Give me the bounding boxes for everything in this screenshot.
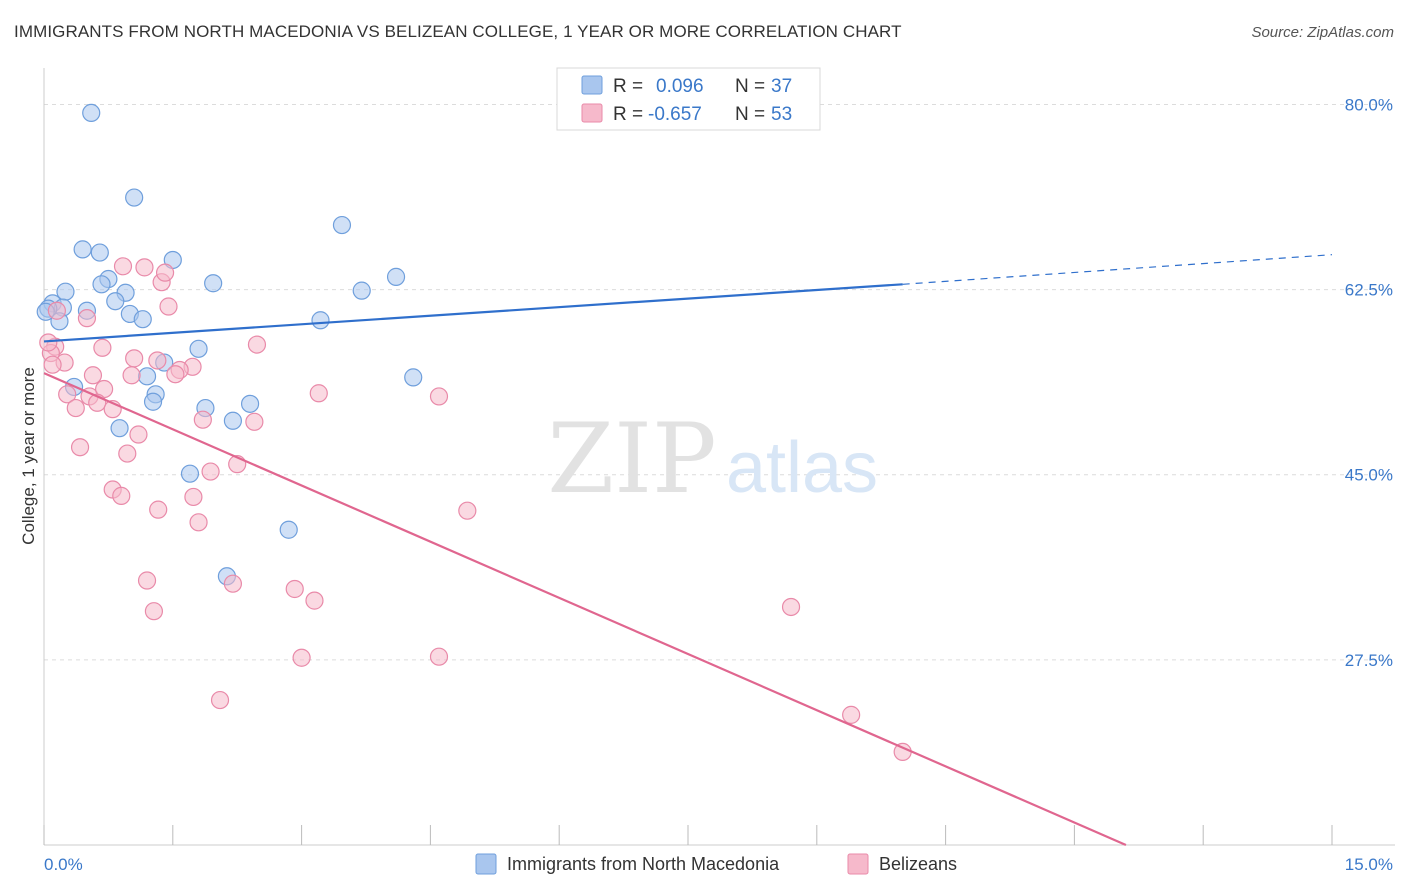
point-series-0-24 xyxy=(137,367,157,386)
legend-n-label-1: N = xyxy=(735,76,765,97)
point-series-1-45 xyxy=(781,597,801,617)
chart-source: Source: ZipAtlas.com xyxy=(1251,24,1394,41)
legend-r-label-1: R = xyxy=(613,76,643,97)
point-series-1-19 xyxy=(122,366,141,385)
point-series-0-12 xyxy=(386,267,406,286)
trend-line-0 xyxy=(43,283,903,343)
point-series-1-34 xyxy=(201,462,220,481)
trend-lines xyxy=(43,254,1333,847)
point-series-1-47 xyxy=(292,648,311,667)
point-series-1-24 xyxy=(429,387,449,406)
point-series-1-10 xyxy=(125,349,144,368)
point-series-1-26 xyxy=(66,398,85,418)
point-series-1-5 xyxy=(155,263,175,282)
legend-r-label-2: R = xyxy=(613,104,643,125)
axes xyxy=(43,68,1395,846)
point-series-1-8 xyxy=(93,338,112,357)
legend-bottom-label-2: Belizeans xyxy=(879,854,957,874)
chart-title: IMMIGRANTS FROM NORTH MACEDONIA VS BELIZ… xyxy=(14,22,902,41)
y-axis-label: College, 1 year or more xyxy=(19,367,38,545)
x-tick-label-0: 0.0% xyxy=(44,855,83,874)
point-series-1-11 xyxy=(148,351,167,370)
x-tick-label-1: 15.0% xyxy=(1345,855,1393,874)
point-series-1-50 xyxy=(842,705,861,724)
point-series-1-31 xyxy=(70,438,90,457)
point-series-0-29 xyxy=(240,394,260,413)
point-series-1-14 xyxy=(43,355,62,374)
point-series-1-46 xyxy=(144,602,164,621)
point-series-0-2 xyxy=(73,240,92,259)
point-series-0-0 xyxy=(82,103,101,123)
grid-lines xyxy=(44,103,1395,661)
trend-line-dashed-0 xyxy=(902,254,1333,285)
point-series-1-52 xyxy=(39,333,58,352)
trend-line-1 xyxy=(43,372,1127,847)
point-series-1-6 xyxy=(159,297,178,316)
point-series-0-8 xyxy=(92,275,111,294)
point-series-0-10 xyxy=(204,274,223,293)
point-series-1-41 xyxy=(137,571,157,590)
watermark-atlas: atlas xyxy=(726,428,878,508)
point-series-1-17 xyxy=(166,365,185,384)
point-series-1-2 xyxy=(135,258,154,277)
point-series-1-49 xyxy=(210,690,230,710)
legend-bottom: Immigrants from North Macedonia Belizean… xyxy=(475,853,957,875)
point-series-1-43 xyxy=(285,579,304,599)
legend-n-label-2: N = xyxy=(735,104,765,125)
y-tick-label-3: 27.5% xyxy=(1345,651,1393,670)
point-series-0-11 xyxy=(352,281,371,300)
point-series-0-25 xyxy=(404,368,423,387)
point-series-1-38 xyxy=(149,500,168,519)
point-series-1-28 xyxy=(193,410,212,429)
y-tick-label-2: 45.0% xyxy=(1345,466,1393,485)
y-tick-label-0: 80.0% xyxy=(1345,95,1393,114)
point-series-0-33 xyxy=(180,464,200,483)
point-series-0-3 xyxy=(90,243,109,262)
point-series-1-30 xyxy=(129,425,148,444)
point-series-1-32 xyxy=(118,444,137,463)
point-series-1-42 xyxy=(223,574,243,593)
point-series-0-32 xyxy=(110,419,129,438)
point-series-1-1 xyxy=(77,309,97,328)
point-series-1-40 xyxy=(189,513,208,532)
legend-bottom-swatch-blue xyxy=(475,853,497,875)
tick-labels: 80.0% 62.5% 45.0% 27.5% 0.0% 15.0% xyxy=(44,95,1393,874)
legend-r-value-1: 0.096 xyxy=(656,76,704,97)
point-series-1-18 xyxy=(83,366,103,385)
legend-n-value-2: 53 xyxy=(771,104,792,125)
legend-swatch-pink xyxy=(581,103,603,123)
legend-r-value-2: -0.657 xyxy=(648,104,702,125)
point-series-0-34 xyxy=(279,520,298,539)
point-series-1-37 xyxy=(184,487,203,507)
legend-bottom-swatch-pink xyxy=(847,853,869,875)
point-series-1-29 xyxy=(245,412,264,431)
watermark: ZIP atlas xyxy=(547,403,878,515)
legend-swatch-blue xyxy=(581,75,603,95)
point-series-0-5 xyxy=(332,215,352,235)
watermark-zip: ZIP xyxy=(547,403,716,515)
point-series-0-31 xyxy=(223,411,243,430)
point-series-0-18 xyxy=(133,310,152,329)
point-series-0-19 xyxy=(311,311,330,330)
point-series-1-9 xyxy=(247,335,267,354)
point-series-1-44 xyxy=(305,591,324,610)
legend-bottom-label-1: Immigrants from North Macedonia xyxy=(507,854,780,874)
point-series-1-48 xyxy=(429,647,449,666)
legend-n-value-1: 37 xyxy=(771,76,792,97)
point-series-1-3 xyxy=(113,257,133,276)
point-series-1-20 xyxy=(58,385,77,404)
point-series-0-28 xyxy=(143,392,163,411)
data-points xyxy=(36,103,912,762)
point-series-1-36 xyxy=(112,486,131,505)
point-series-1-23 xyxy=(309,384,328,403)
point-series-1-0 xyxy=(47,301,66,320)
point-series-0-22 xyxy=(189,339,208,358)
point-series-1-39 xyxy=(458,501,477,520)
point-series-0-16 xyxy=(106,292,125,311)
legend-top: R = 0.096 N = 37 R = -0.657 N = 53 xyxy=(556,67,821,131)
point-series-0-1 xyxy=(125,188,144,207)
y-tick-label-1: 62.5% xyxy=(1345,281,1393,300)
